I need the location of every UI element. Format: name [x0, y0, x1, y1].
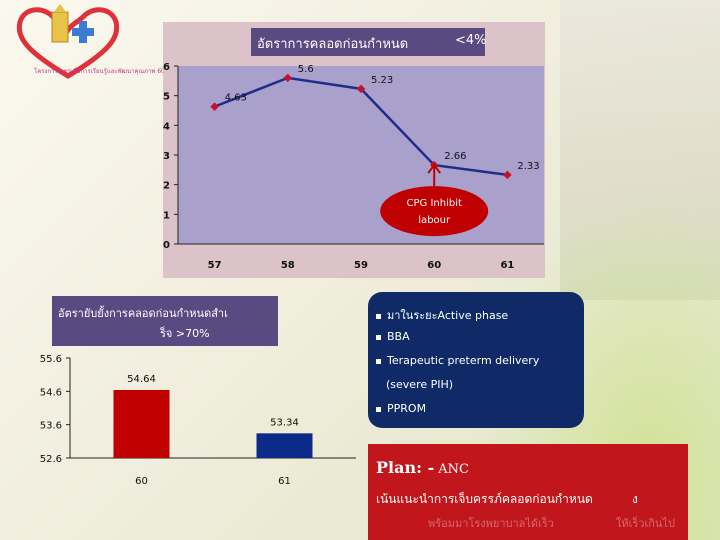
annotation-arrowhead — [427, 163, 441, 174]
y-tick-label: 5 — [163, 92, 170, 103]
bar-y-tick-label: 54.6 — [40, 387, 62, 398]
line-chart-title-box: อัตราการคลอดก่อนกำหนด <4% — [251, 28, 487, 56]
bar — [113, 390, 170, 458]
x-tick-label: 57 — [208, 260, 222, 271]
bar — [256, 433, 313, 458]
bar-chart-title-line1: อัตรายับยั้งการคลอดก่อนกำหนดสำเ — [58, 307, 228, 320]
bar-chart-title-box: อัตรายับยั้งการคลอดก่อนกำหนดสำเ ร็จ >70% — [52, 296, 278, 346]
annotation-text: labour — [418, 215, 451, 226]
reason-item: มาในระยะActive phase — [376, 306, 508, 324]
data-point — [356, 84, 366, 94]
reason-item: PPROM — [376, 402, 426, 415]
y-tick-label: 4 — [163, 121, 170, 132]
data-point — [503, 170, 512, 180]
x-tick-label: 59 — [354, 260, 368, 271]
plan-text: เน้นแนะนำการเจ็บครรภ์คลอดก่อนกำหนด — [376, 492, 593, 506]
bar-value-label: 53.34 — [270, 417, 299, 428]
plan-faded-text-right: ให้เร็วเกินไป — [616, 517, 675, 530]
bullet-icon — [376, 358, 381, 364]
annotation-bubble — [380, 186, 489, 237]
data-label: 5.23 — [371, 75, 393, 86]
data-label: 2.33 — [517, 161, 539, 172]
y-tick-label: 0 — [163, 240, 170, 251]
data-point — [283, 73, 293, 83]
logo-caption: โครงการเพชรเพื่อการเรียนรู้และพัฒนาคุณภา… — [34, 68, 165, 75]
bar-category-label: 60 — [135, 476, 148, 487]
line-chart-target: <4% — [455, 33, 487, 48]
x-tick-label: 61 — [500, 260, 514, 271]
plan-faded-text: พร้อมมาโรงพยาบาลได้เร็ว — [428, 517, 554, 530]
plan-heading: Plan: - ANC — [376, 458, 469, 477]
bar-y-tick-label: 55.6 — [40, 354, 62, 365]
reason-item-detail: (severe PIH) — [386, 378, 454, 391]
plan-text-suffix: ง — [632, 492, 638, 506]
y-tick-label: 2 — [163, 181, 170, 192]
y-tick-label: 3 — [163, 151, 170, 162]
reason-item: Terapeutic preterm delivery — [376, 354, 539, 367]
bar-value-label: 54.64 — [127, 374, 156, 385]
reason-item: BBA — [376, 330, 410, 343]
bullet-icon — [376, 406, 381, 412]
bar-category-label: 61 — [278, 476, 291, 487]
bar-chart-title-line2: ร็จ >70% — [160, 327, 210, 340]
bullet-icon — [376, 334, 381, 340]
y-tick-label: 1 — [163, 210, 170, 221]
reasons-box: มาในระยะActive phase BBA Terapeutic pret… — [368, 292, 584, 428]
annotation-text: CPG Inhibit — [407, 198, 462, 209]
bullet-icon — [376, 313, 381, 319]
x-tick-label: 60 — [427, 260, 441, 271]
data-label: 5.6 — [298, 64, 314, 75]
data-label: 2.66 — [444, 151, 466, 162]
bar-y-tick-label: 52.6 — [40, 454, 62, 465]
x-tick-label: 58 — [281, 260, 295, 271]
line-chart-title: อัตราการคลอดก่อนกำหนด — [257, 37, 409, 52]
data-label: 4.63 — [225, 93, 247, 104]
bar-y-tick-label: 53.6 — [40, 421, 62, 432]
data-point — [210, 102, 219, 111]
y-tick-label: 6 — [163, 62, 170, 73]
plan-box: Plan: - ANC เน้นแนะนำการเจ็บครรภ์คลอดก่อน… — [368, 444, 688, 540]
hospital-logo — [16, 4, 120, 79]
